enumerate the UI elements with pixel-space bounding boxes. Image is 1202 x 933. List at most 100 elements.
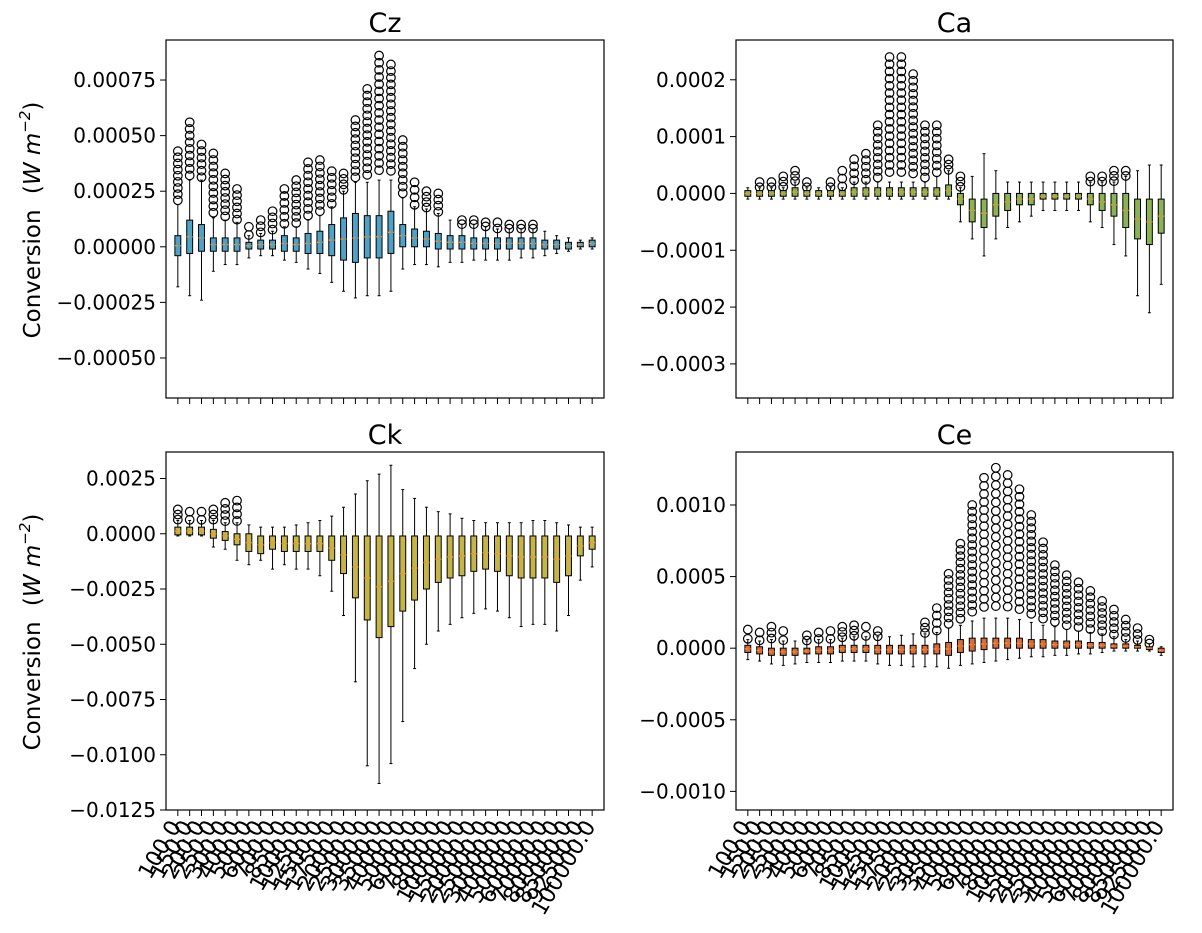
outlier-point [943, 606, 954, 617]
outlier-point [1049, 597, 1060, 608]
outlier-point [778, 176, 789, 187]
axes-frame [165, 39, 605, 399]
outlier-point [374, 129, 384, 140]
outlier-point [1073, 603, 1084, 613]
outlier-point [943, 575, 954, 585]
outlier-point [386, 86, 396, 96]
outlier-point [884, 124, 895, 134]
outlier-point [208, 207, 219, 218]
outlier-point [1049, 579, 1060, 589]
outlier-point [279, 211, 290, 222]
y-axis-label-unit-open: ( [20, 597, 46, 606]
outlier-point [908, 82, 919, 93]
outlier-point [1038, 594, 1048, 605]
outlier-point [374, 72, 384, 82]
outlier-point [350, 159, 361, 170]
outlier-point [1014, 581, 1025, 592]
outlier-point [896, 88, 907, 98]
outlier-point [967, 593, 978, 604]
outlier-point [1061, 576, 1072, 587]
outlier-point [943, 593, 954, 604]
outlier-point [1109, 604, 1119, 615]
outlier-point [374, 79, 384, 90]
outlier-point [861, 148, 871, 159]
outlier-point [908, 108, 919, 119]
outlier-point [291, 212, 302, 222]
outlier-point [849, 168, 860, 179]
y-tick-label: −0.00025 [57, 290, 156, 314]
outlier-point [742, 624, 753, 635]
outlier-point [184, 130, 195, 141]
outlier-point [220, 211, 231, 222]
outlier-point [362, 123, 373, 134]
outlier-point [314, 199, 325, 210]
y-tick-label: −0.00050 [57, 346, 156, 370]
outlier-point [208, 194, 219, 205]
y-tick-label: 0.0002 [656, 68, 726, 92]
outlier-point [908, 135, 919, 146]
outlier-point [931, 140, 942, 151]
y-tick-label: 0.0000 [656, 636, 726, 660]
outlier-point [920, 172, 930, 183]
outlier-point [1002, 568, 1013, 579]
outlier-point [979, 513, 989, 524]
y-tick-label: 0.00050 [73, 124, 156, 148]
outlier-point [1002, 535, 1013, 546]
y-tick-label: −0.0005 [639, 708, 726, 732]
outlier-point [1109, 165, 1119, 176]
outlier-point [386, 119, 396, 130]
panel-title: Ca [937, 8, 972, 39]
outlier-point [492, 217, 503, 228]
y-tick-label: 0.0010 [656, 493, 726, 517]
outlier-point [1061, 582, 1072, 593]
outlier-point [1014, 574, 1025, 585]
outlier-point [374, 150, 384, 161]
outlier-point [374, 107, 384, 118]
outlier-point [884, 152, 895, 163]
outlier-point [1026, 569, 1037, 580]
outlier-point [990, 471, 1001, 482]
outlier-point [1061, 614, 1072, 624]
outlier-point [279, 197, 290, 208]
outlier-point [884, 73, 895, 84]
outlier-point [1085, 598, 1096, 609]
outlier-point [1002, 544, 1013, 554]
outlier-point [1109, 617, 1119, 627]
outlier-point [908, 161, 919, 172]
outlier-point [955, 538, 966, 549]
outlier-point [801, 630, 812, 641]
outlier-point [1061, 570, 1072, 581]
outlier-point [990, 566, 1001, 577]
outlier-point [303, 210, 313, 221]
outlier-point [908, 168, 919, 179]
outlier-point [872, 159, 883, 170]
outlier-point [374, 57, 384, 68]
outlier-point [1038, 543, 1048, 554]
outlier-point [208, 504, 219, 515]
outlier-point [872, 139, 883, 150]
outlier-point [172, 176, 183, 187]
outlier-point [908, 69, 919, 79]
outlier-point [943, 600, 954, 610]
outlier-point [979, 529, 989, 540]
outlier-point [232, 495, 242, 506]
outlier-point [884, 95, 895, 106]
outlier-point [1014, 551, 1025, 562]
outlier-point [990, 575, 1001, 586]
outlier-point [908, 75, 919, 86]
outlier-point [421, 186, 432, 197]
panel-ca: Ca −0.0003 −0.0002 −0.0001 0.0000 0.0001 0.000… [639, 8, 1174, 404]
outlier-point [374, 115, 384, 125]
outlier-point [1038, 600, 1048, 611]
outlier-point [990, 549, 1001, 560]
outlier-point [184, 137, 195, 148]
outlier-point [433, 194, 444, 205]
outlier-point [397, 188, 408, 199]
outlier-point [409, 192, 420, 203]
outlier-point [778, 626, 789, 636]
outlier-point [208, 155, 219, 165]
outlier-point [1026, 529, 1037, 540]
outlier-point [955, 588, 966, 599]
outlier-point [1026, 595, 1037, 606]
outlier-point [931, 147, 942, 158]
